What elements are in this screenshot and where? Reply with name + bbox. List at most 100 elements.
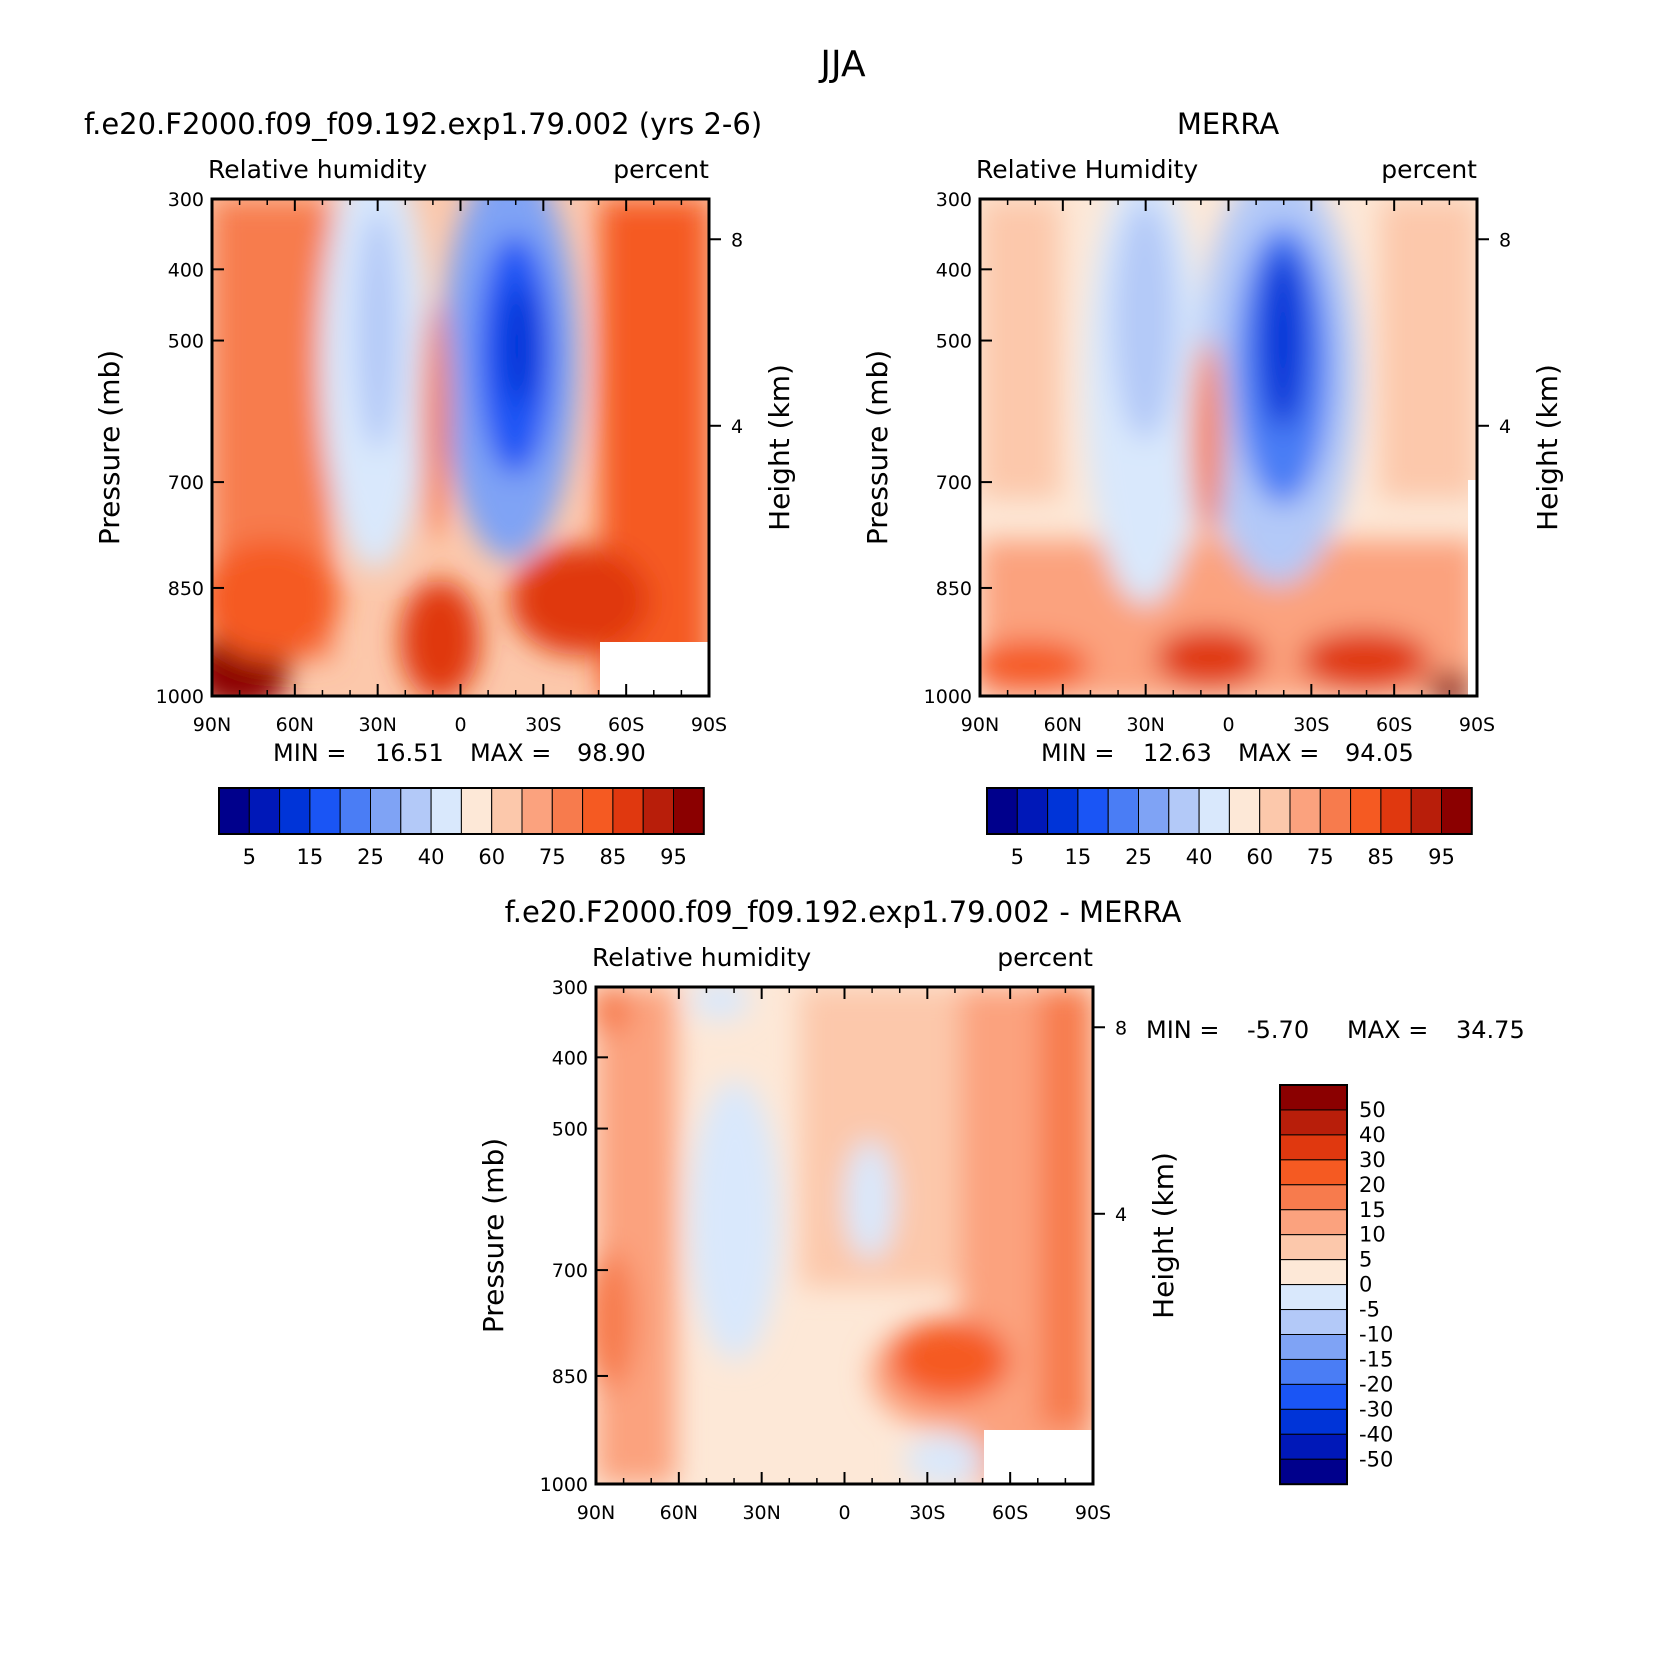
- panel-model-max-label: MAX =: [470, 739, 551, 767]
- panel-difference-xtick-label: 90N: [577, 1502, 615, 1524]
- panel-model-colorbar-swatch: [218, 787, 250, 835]
- panel-merra-xtick-label: 90N: [961, 714, 999, 736]
- panel-model-colorbar-label: 95: [660, 845, 687, 869]
- panel-model-ytick-label: 850: [168, 578, 204, 600]
- panel-merra-y2tick-label: 4: [1499, 416, 1511, 438]
- panel-merra-units-label: percent: [1381, 155, 1477, 184]
- panel-model-colorbar-frame: [218, 787, 705, 835]
- panel-difference-title: f.e20.F2000.f09_f09.192.exp1.79.002 - ME…: [505, 895, 1182, 929]
- panel-model-colorbar-swatch: [612, 787, 644, 835]
- panel-merra-ytick-label: 850: [936, 578, 972, 600]
- panel-merra-colorbar-swatch: [1016, 787, 1049, 835]
- panel-merra-colorbar-swatch: [1047, 787, 1079, 835]
- panel-model-colorbar-swatch: [642, 787, 675, 835]
- panel-difference-colorbar-label: 50: [1359, 1098, 1386, 1122]
- panel-merra-min-value: 12.63: [1143, 739, 1212, 767]
- panel-difference-colorbar-swatch: [1279, 1084, 1348, 1111]
- panel-difference-colorbar-swatch: [1279, 1184, 1348, 1211]
- panel-model-min-value: 16.51: [375, 739, 444, 767]
- panel-model-colorbar-swatch: [673, 787, 705, 835]
- panel-merra-colorbar-label: 15: [1065, 845, 1092, 869]
- panel-model-min-label: MIN =: [273, 739, 346, 767]
- panel-merra-ylabel: Pressure (mb): [861, 350, 894, 545]
- panel-model-colorbar: 5 15 25 40 60 75 85 95: [218, 787, 705, 869]
- panel-difference-colorbar-swatch: [1279, 1234, 1348, 1261]
- panel-model-colorbar-swatch: [491, 787, 523, 835]
- panel-model-ytick-label: 500: [168, 331, 204, 353]
- panel-merra-colorbar-swatch: [1350, 787, 1382, 835]
- panel-merra-colorbar-swatch: [1107, 787, 1139, 835]
- panel-model-xtick-label: 90S: [691, 714, 727, 736]
- panel-merra-ytick-label: 700: [936, 472, 972, 494]
- panel-merra-colorbar-swatch: [1319, 787, 1352, 835]
- panel-difference-colorbar-label: 30: [1359, 1148, 1386, 1172]
- panel-merra-colorbar-swatch: [1380, 787, 1412, 835]
- panel-merra-xtick-label: 30S: [1293, 714, 1329, 736]
- panel-difference-colorbar-swatch: [1279, 1334, 1348, 1360]
- panel-merra-min-label: MIN =: [1041, 739, 1114, 767]
- panel-difference-variable-label: Relative humidity: [592, 943, 811, 972]
- panel-merra-xtick-label: 0: [1222, 714, 1234, 736]
- panel-difference-colorbar-label: -5: [1359, 1298, 1380, 1322]
- panel-merra-colorbar-swatch: [1410, 787, 1442, 835]
- panel-model-contour-field: [212, 199, 709, 696]
- panel-merra-y2tick-label: 8: [1499, 229, 1511, 251]
- panel-difference-colorbar-swatch: [1279, 1458, 1348, 1485]
- panel-merra-variable-label: Relative Humidity: [976, 155, 1198, 184]
- panel-merra-colorbar-swatch: [1077, 787, 1109, 835]
- panel-difference-ytick-label: 500: [552, 1119, 588, 1141]
- panel-merra-contour-field: [980, 199, 1477, 696]
- panel-difference-colorbar-label: -50: [1359, 1447, 1393, 1471]
- panel-model-y2label: Height (km): [763, 364, 796, 531]
- panel-merra-ytick-label: 500: [936, 331, 972, 353]
- panel-model-title: f.e20.F2000.f09_f09.192.exp1.79.002 (yrs…: [84, 107, 762, 141]
- panel-model-colorbar-swatch: [248, 787, 281, 835]
- panel-merra-colorbar-frame: [986, 787, 1473, 835]
- panel-merra-colorbar-swatch: [1138, 787, 1170, 835]
- panel-difference-colorbar-label: 0: [1359, 1273, 1372, 1297]
- panel-model-ytick-label: 1000: [156, 686, 204, 708]
- panel-model-colorbar-label: 15: [297, 845, 324, 869]
- panel-model-colorbar-swatch: [370, 787, 402, 835]
- panel-difference-colorbar-label: 40: [1359, 1123, 1386, 1147]
- panel-merra-colorbar-label: 5: [1011, 845, 1024, 869]
- panel-merra-colorbar-swatch: [1228, 787, 1261, 835]
- panel-difference-colorbar-label: -15: [1359, 1347, 1393, 1371]
- panel-difference-y2tick-label: 4: [1115, 1204, 1127, 1226]
- panel-difference-min-value: -5.70: [1247, 1016, 1309, 1044]
- panel-model-colorbar-swatch: [279, 787, 311, 835]
- panel-difference-ytick-label: 400: [552, 1047, 588, 1069]
- panel-merra-max-value: 94.05: [1345, 739, 1414, 767]
- panel-difference-colorbar-label: 10: [1359, 1223, 1386, 1247]
- panel-merra-max-label: MAX =: [1238, 739, 1319, 767]
- panel-merra-colorbar-swatch: [1198, 787, 1230, 835]
- panel-difference-colorbar-swatch: [1279, 1134, 1348, 1161]
- panel-model-xtick-label: 30N: [358, 714, 396, 736]
- panel-merra-colorbar-label: 40: [1186, 845, 1213, 869]
- panel-merra-ytick-label: 400: [936, 259, 972, 281]
- panel-difference-min-label: MIN =: [1146, 1016, 1219, 1044]
- panel-model-colorbar-swatch: [430, 787, 462, 835]
- panel-difference-colorbar-swatch: [1279, 1433, 1348, 1460]
- panel-merra-ytick-label: 300: [936, 189, 972, 211]
- panel-model-ytick-label: 700: [168, 472, 204, 494]
- panel-merra-colorbar-label: 85: [1368, 845, 1395, 869]
- panel-difference-xtick-label: 30N: [742, 1502, 780, 1524]
- panel-model-y2tick-label: 4: [731, 416, 743, 438]
- panel-difference-ytick-label: 700: [552, 1260, 588, 1282]
- panel-difference-xtick-label: 30S: [909, 1502, 945, 1524]
- panel-model-colorbar-swatch: [460, 787, 493, 835]
- panel-merra: MERRA Relative Humidity percent: [861, 107, 1564, 869]
- panel-model-colorbar-swatch: [521, 787, 553, 835]
- panel-difference: f.e20.F2000.f09_f09.192.exp1.79.002 - ME…: [477, 895, 1525, 1524]
- panel-model-xtick-label: 60S: [608, 714, 644, 736]
- panel-difference-colorbar-frame: [1279, 1084, 1348, 1486]
- panel-difference-colorbar-label: -40: [1359, 1422, 1393, 1446]
- panel-model-colorbar-swatch: [309, 787, 341, 835]
- panel-model-max-value: 98.90: [577, 739, 646, 767]
- panel-merra-colorbar-swatch: [1168, 787, 1200, 835]
- panel-difference-xtick-label: 60S: [992, 1502, 1028, 1524]
- panel-model-colorbar-label: 25: [357, 845, 384, 869]
- panel-difference-xtick-label: 0: [838, 1502, 850, 1524]
